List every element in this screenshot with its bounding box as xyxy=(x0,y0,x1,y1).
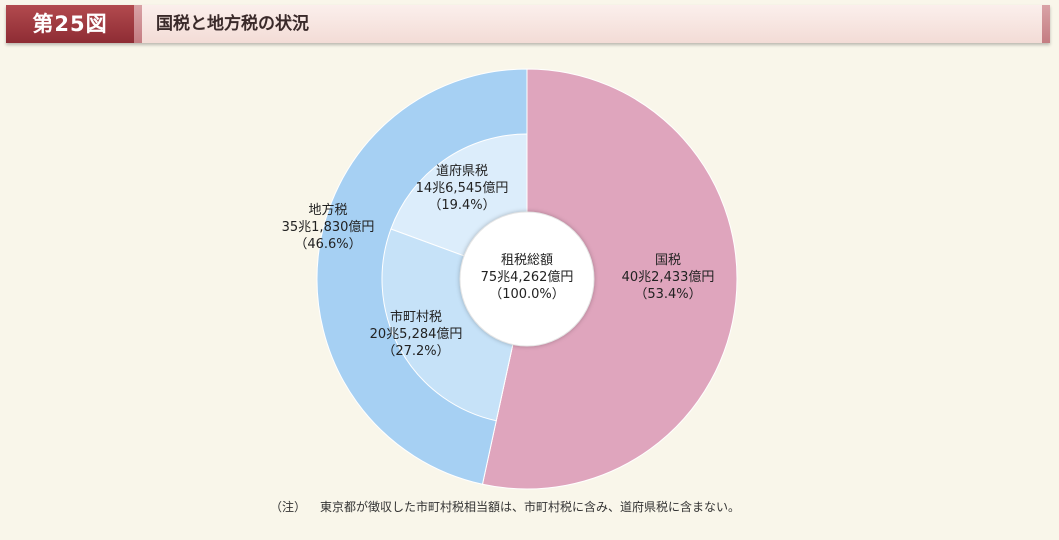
label-center-value: 75兆4,262億円 xyxy=(480,270,574,285)
label-center-name: 租税総額 xyxy=(500,253,554,268)
label-chihouzei: 地方税 35兆1,830億円 （46.6%） xyxy=(282,202,375,253)
footnote: （注） 東京都が徴収した市町村税相当額は、市町村税に含み、道府県税に含まない。 xyxy=(270,498,740,515)
label-shichousonzei-percent: （27.2%） xyxy=(382,344,450,359)
figure-header: 第25図 国税と地方税の状況 xyxy=(6,5,1050,43)
label-kokuzei-value: 40兆2,433億円 xyxy=(621,270,715,285)
label-center-percent: （100.0%） xyxy=(489,287,565,302)
label-kokuzei-percent: （53.4%） xyxy=(634,287,702,302)
label-doufukenzei-value: 14兆6,545億円 xyxy=(415,181,509,196)
label-kokuzei: 国税 40兆2,433億円 （53.4%） xyxy=(622,252,715,303)
label-center: 租税総額 75兆4,262億円 （100.0%） xyxy=(481,252,574,303)
label-chihouzei-name: 地方税 xyxy=(308,203,348,218)
label-shichousonzei: 市町村税 20兆5,284億円 （27.2%） xyxy=(370,309,463,360)
label-kokuzei-name: 国税 xyxy=(654,253,682,268)
header-accent xyxy=(1042,5,1050,43)
label-shichousonzei-name: 市町村税 xyxy=(389,310,443,325)
figure-number: 第25図 xyxy=(6,5,134,43)
label-shichousonzei-value: 20兆5,284億円 xyxy=(369,327,463,342)
footnote-mark: （注） xyxy=(270,500,307,514)
figure-number-accent xyxy=(134,5,142,43)
figure-title: 国税と地方税の状況 xyxy=(156,14,309,34)
label-chihouzei-percent: （46.6%） xyxy=(294,237,362,252)
donut-center xyxy=(459,211,595,347)
label-chihouzei-value: 35兆1,830億円 xyxy=(281,220,375,235)
pie-slice-kokuzei xyxy=(481,68,738,490)
label-doufukenzei-percent: （19.4%） xyxy=(428,198,496,213)
label-doufukenzei-name: 道府県税 xyxy=(435,164,489,179)
footnote-text: 東京都が徴収した市町村税相当額は、市町村税に含み、道府県税に含まない。 xyxy=(320,500,741,514)
label-doufukenzei: 道府県税 14兆6,545億円 （19.4%） xyxy=(416,163,509,214)
